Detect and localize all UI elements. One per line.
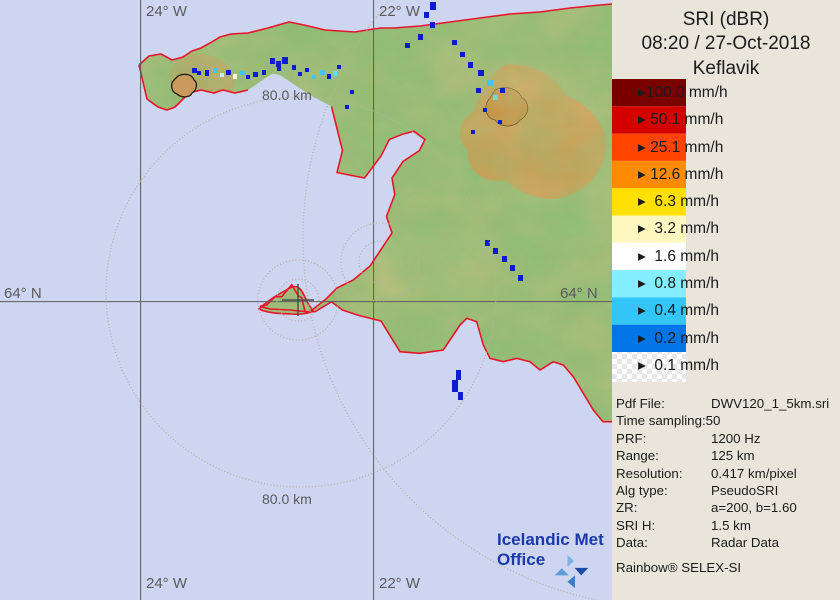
svg-text:80.0 km: 80.0 km	[262, 87, 312, 103]
svg-text:80.0 km: 80.0 km	[262, 491, 312, 507]
svg-text:24° W: 24° W	[146, 3, 188, 20]
svg-text:Office: Office	[497, 550, 545, 569]
svg-text:64° N: 64° N	[4, 285, 42, 302]
svg-text:Icelandic Met: Icelandic Met	[497, 530, 604, 549]
svg-text:22° W: 22° W	[379, 575, 421, 592]
svg-text:64° N: 64° N	[560, 285, 598, 302]
svg-text:24° W: 24° W	[146, 575, 188, 592]
svg-text:22° W: 22° W	[379, 3, 421, 20]
